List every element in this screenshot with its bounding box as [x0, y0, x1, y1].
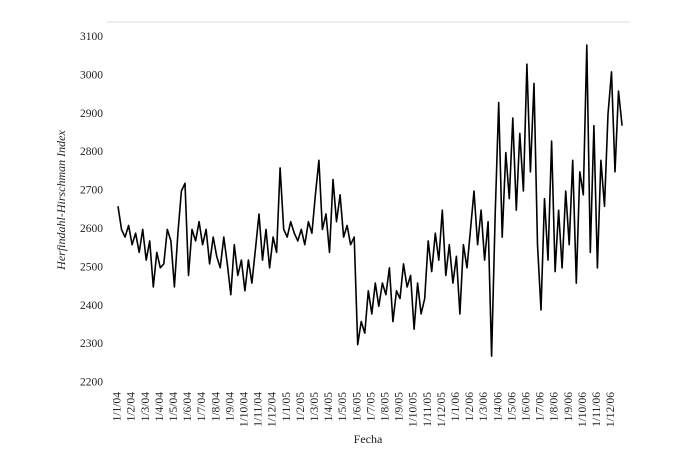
x-tick-label: 1/3/05 — [309, 392, 321, 422]
x-tick-label: 1/7/04 — [196, 392, 208, 422]
x-tick-label: 1/10/04 — [239, 392, 251, 427]
x-tick-label: 1/4/04 — [154, 392, 166, 422]
data-line — [117, 44, 623, 357]
x-tick-label: 1/8/04 — [210, 392, 222, 422]
y-axis-label: Herfindahl-Hirschman Index — [54, 130, 68, 271]
x-tick-label: 1/9/05 — [394, 392, 406, 422]
x-tick-label: 1/12/06 — [605, 392, 617, 427]
y-tick-label: 3000 — [80, 69, 103, 81]
x-tick-label: 1/6/04 — [182, 392, 194, 422]
x-tick-label: 1/1/04 — [112, 392, 124, 422]
y-tick-label: 2400 — [80, 300, 103, 312]
x-axis-label: Fecha — [354, 432, 383, 446]
y-tick-label: 2500 — [80, 261, 103, 273]
y-tick-label: 2700 — [80, 185, 103, 197]
x-tick-label: 1/7/05 — [365, 392, 377, 422]
y-tick-label: 2900 — [80, 108, 103, 120]
x-tick-label: 1/10/06 — [577, 392, 589, 427]
x-tick-label: 1/8/06 — [549, 392, 561, 422]
x-tick-label: 1/8/05 — [380, 392, 392, 422]
x-tick-label: 1/4/06 — [492, 392, 504, 422]
x-tick-label: 1/3/06 — [478, 392, 490, 422]
x-tick-label: 1/5/06 — [506, 392, 518, 422]
x-tick-label: 1/12/05 — [436, 392, 448, 427]
x-tick-label: 1/10/05 — [408, 392, 420, 427]
x-tick-label: 1/4/05 — [323, 392, 335, 422]
y-tick-label: 2200 — [80, 377, 103, 389]
x-tick-label: 1/2/05 — [295, 392, 307, 422]
x-tick-label: 1/1/05 — [281, 392, 293, 422]
x-tick-label: 1/11/05 — [422, 392, 434, 427]
x-tick-label: 1/11/06 — [591, 392, 603, 427]
x-tick-label: 1/3/04 — [140, 392, 152, 422]
x-tick-label: 1/5/04 — [168, 392, 180, 422]
x-tick-label: 1/9/06 — [563, 392, 575, 422]
x-tick-label: 1/6/05 — [351, 392, 363, 422]
x-tick-label: 1/9/04 — [224, 392, 236, 422]
x-tick-label: 1/11/04 — [253, 392, 265, 427]
y-tick-label: 2800 — [80, 146, 103, 158]
y-tick-label: 3100 — [80, 31, 103, 43]
x-tick-label: 1/6/06 — [521, 392, 533, 422]
x-tick-label: 1/12/04 — [267, 392, 279, 427]
x-tick-label: 1/7/06 — [535, 392, 547, 422]
y-tick-label: 2600 — [80, 223, 103, 235]
x-tick-label: 1/1/06 — [450, 392, 462, 422]
y-tick-label: 2300 — [80, 338, 103, 350]
x-tick-label: 1/2/04 — [126, 392, 138, 422]
x-tick-label: 1/5/05 — [337, 392, 349, 422]
x-tick-label: 1/2/06 — [464, 392, 476, 422]
